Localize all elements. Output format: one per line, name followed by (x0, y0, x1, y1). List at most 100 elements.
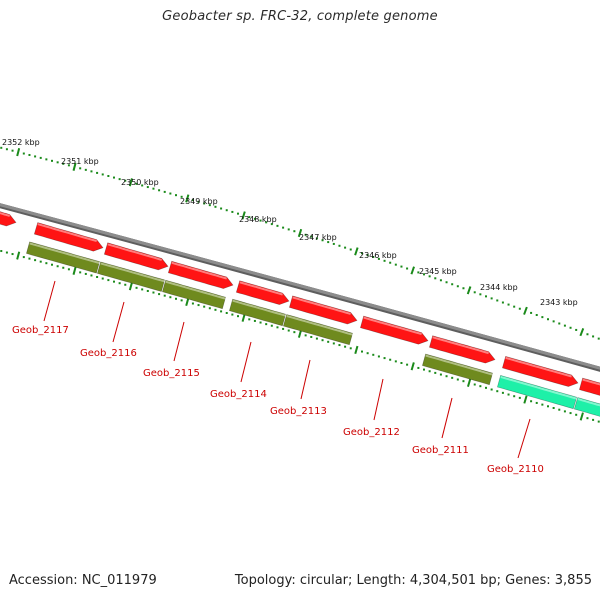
minor-tick (169, 192, 172, 195)
minor-tick (62, 162, 65, 165)
minor-tick (445, 281, 448, 284)
reverse-gene (229, 298, 286, 327)
minor-tick (394, 263, 397, 266)
minor-tick (406, 267, 409, 270)
minor-tick (394, 360, 397, 363)
major-tick (297, 228, 303, 238)
minor-tick (451, 376, 454, 379)
scale-label: 2343 kbp (540, 298, 578, 307)
minor-tick (158, 189, 161, 192)
genome-backbone (0, 203, 600, 372)
highlighted-gene-highlight (500, 375, 577, 400)
minor-tick (287, 329, 290, 332)
reverse-gene (162, 279, 226, 310)
minor-tick (496, 390, 499, 393)
label-leader-lines (43, 280, 531, 459)
minor-tick (383, 357, 386, 360)
minor-tick (67, 268, 70, 271)
minor-tick (535, 401, 538, 404)
minor-tick (253, 217, 256, 220)
minor-tick (479, 293, 482, 296)
minor-tick (479, 385, 482, 388)
minor-tick (214, 205, 217, 208)
minor-tick (270, 223, 273, 226)
minor-tick (152, 291, 155, 294)
minor-tick (332, 342, 335, 345)
minor-tick (158, 293, 161, 296)
minor-tick (372, 256, 375, 259)
minor-tick (107, 279, 110, 282)
minor-tick (490, 297, 493, 300)
minor-tick (51, 263, 53, 266)
major-tick (466, 286, 472, 295)
forward-gene-highlight (432, 336, 489, 355)
minor-tick (84, 168, 87, 171)
minor-tick (225, 209, 228, 212)
minor-tick (39, 260, 42, 263)
minor-tick (253, 319, 256, 322)
minor-tick (507, 303, 510, 306)
major-tick (241, 211, 246, 220)
minor-tick (220, 207, 223, 210)
minor-tick (541, 316, 544, 319)
minor-tick (451, 283, 454, 286)
minor-tick (203, 202, 206, 205)
scale-label: 2345 kbp (419, 267, 457, 276)
map-title: Geobacter sp. FRC-32, complete genome (162, 9, 438, 24)
highlighted-gene-highlight (577, 398, 600, 407)
minor-tick (428, 370, 431, 373)
minor-tick (575, 413, 578, 416)
minor-tick (361, 350, 363, 353)
minor-tick (276, 224, 279, 227)
forward-gene (167, 260, 234, 289)
minor-tick (445, 375, 448, 378)
scale-label: 2350 kbp (121, 178, 159, 187)
minor-tick (45, 262, 48, 265)
minor-tick (90, 170, 93, 173)
forward-gene-highlight (107, 243, 162, 261)
gene-label: Geob_2113 (270, 406, 327, 417)
minor-tick (231, 210, 234, 213)
inner-scale-ticks (0, 250, 600, 423)
minor-tick (417, 271, 420, 274)
major-tick (72, 162, 77, 171)
minor-tick (237, 315, 239, 318)
gene-label: Geob_2111 (412, 445, 469, 456)
minor-tick (96, 171, 99, 174)
forward-gene-highlight (171, 261, 227, 280)
minor-tick (377, 355, 380, 358)
minor-tick (569, 412, 572, 415)
minor-tick (327, 241, 330, 244)
accession-text: Accession: NC_011979 (9, 573, 157, 588)
forward-gene (33, 222, 104, 252)
minor-tick (310, 335, 313, 338)
highlighted-gene (573, 397, 600, 417)
minor-tick (175, 194, 177, 197)
major-tick (16, 147, 21, 157)
minor-tick (456, 285, 459, 288)
minor-tick (592, 335, 595, 338)
forward-gene-highlight (0, 212, 10, 217)
minor-tick (366, 254, 369, 257)
minor-tick (592, 418, 595, 421)
minor-tick (406, 363, 409, 366)
minor-tick (490, 388, 493, 391)
minor-tick (473, 383, 476, 386)
minor-tick (141, 288, 144, 291)
minor-tick (349, 248, 352, 251)
major-tick (354, 247, 359, 256)
gene-label: Geob_2115 (143, 368, 200, 379)
minor-tick (146, 289, 149, 292)
forward-gene-highlight (363, 316, 422, 336)
major-tick (523, 306, 528, 315)
minor-tick (400, 265, 403, 268)
minor-tick (304, 233, 307, 236)
minor-tick (135, 182, 138, 185)
minor-tick (237, 212, 239, 215)
minor-tick (84, 272, 87, 275)
minor-tick (321, 339, 324, 342)
minor-tick (462, 380, 465, 383)
leader-line (300, 359, 311, 400)
minor-tick (0, 250, 3, 253)
